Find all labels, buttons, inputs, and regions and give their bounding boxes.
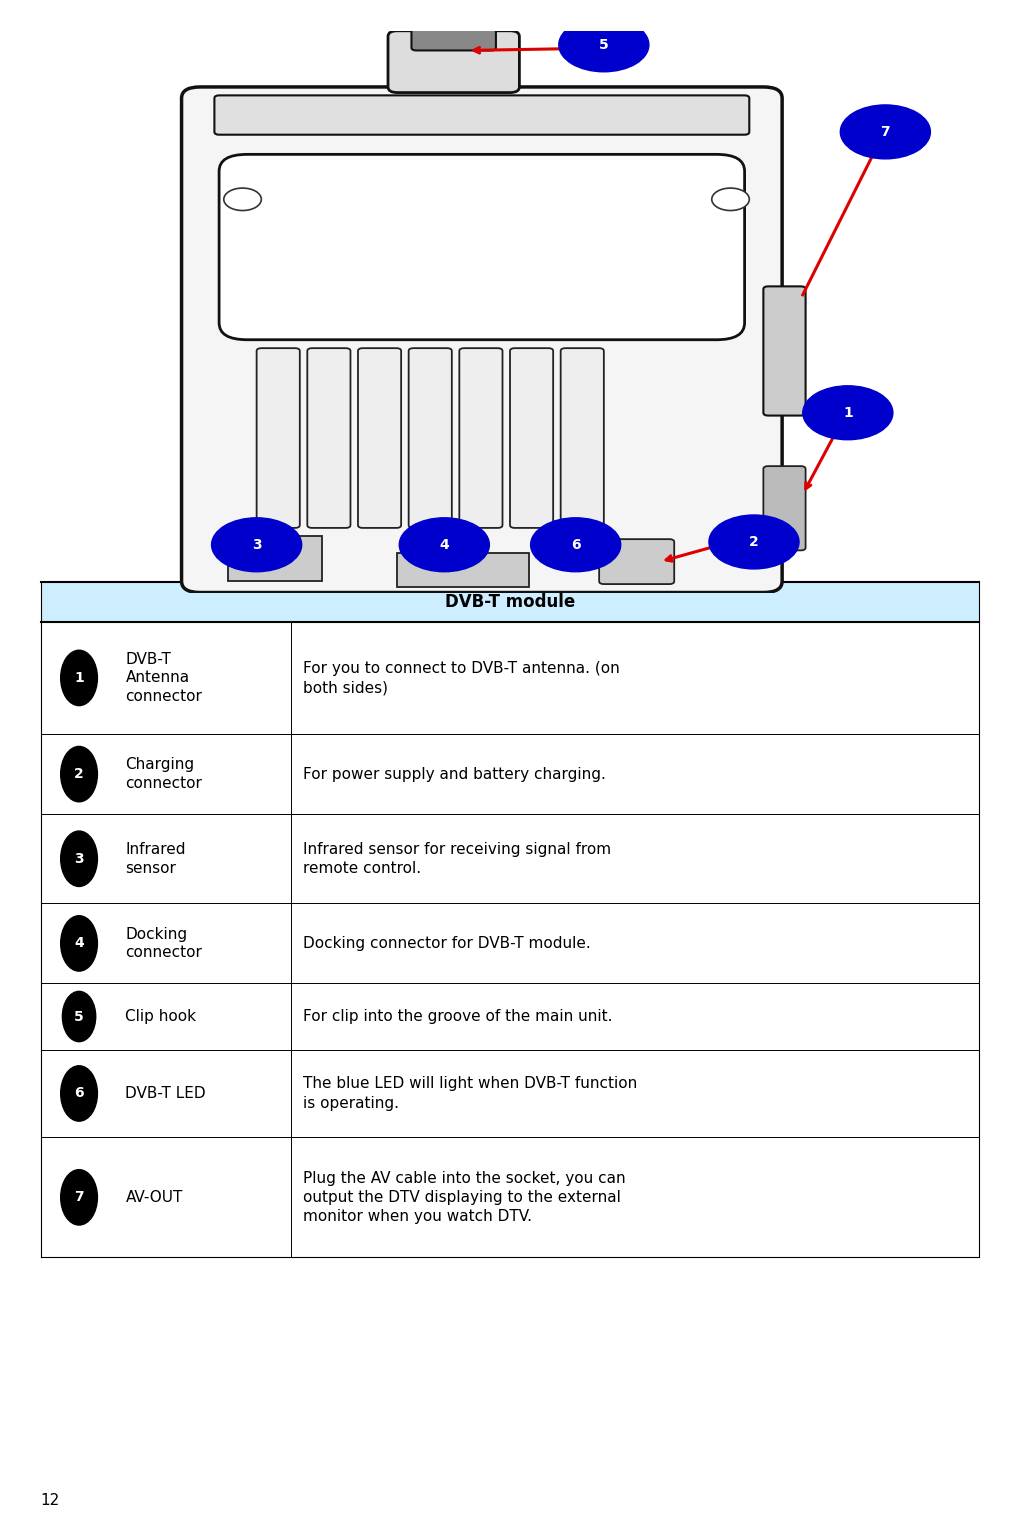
Text: For power supply and battery charging.: For power supply and battery charging. [303,766,605,782]
FancyBboxPatch shape [181,88,782,593]
Text: AV-OUT: AV-OUT [125,1190,182,1205]
FancyBboxPatch shape [358,348,400,528]
FancyBboxPatch shape [257,348,300,528]
FancyBboxPatch shape [214,95,749,135]
Circle shape [223,188,261,211]
Text: 5: 5 [598,38,608,52]
FancyBboxPatch shape [598,539,674,585]
Circle shape [840,105,929,159]
Text: 3: 3 [74,851,84,866]
FancyBboxPatch shape [41,814,978,903]
Text: DVB-T LED: DVB-T LED [125,1087,206,1100]
FancyBboxPatch shape [41,582,978,622]
Text: Infrared sensor for receiving signal from
remote control.: Infrared sensor for receiving signal fro… [303,842,610,876]
Text: 3: 3 [252,537,261,553]
FancyBboxPatch shape [219,154,744,340]
FancyBboxPatch shape [41,1137,978,1257]
Text: 4: 4 [74,936,84,951]
Circle shape [61,746,98,802]
FancyBboxPatch shape [41,1050,978,1137]
Circle shape [530,517,621,571]
FancyBboxPatch shape [560,348,603,528]
Text: 1: 1 [842,406,852,420]
Circle shape [61,831,98,886]
FancyBboxPatch shape [41,622,978,734]
FancyBboxPatch shape [41,903,978,983]
Circle shape [61,1170,98,1225]
Circle shape [398,517,489,571]
Text: Charging
connector: Charging connector [125,757,202,791]
Text: 2: 2 [748,536,758,549]
Text: Infrared
sensor: Infrared sensor [125,842,185,876]
Text: 1: 1 [74,671,84,685]
FancyBboxPatch shape [41,734,978,814]
FancyBboxPatch shape [762,466,805,551]
FancyBboxPatch shape [307,348,351,528]
FancyBboxPatch shape [41,983,978,1050]
Circle shape [711,188,749,211]
Circle shape [802,386,892,440]
Text: 4: 4 [439,537,448,553]
FancyBboxPatch shape [411,28,495,51]
FancyBboxPatch shape [459,348,502,528]
Text: 7: 7 [879,125,890,139]
Text: Clip hook: Clip hook [125,1010,197,1023]
Circle shape [61,649,98,705]
Text: DVB-T module: DVB-T module [444,593,575,611]
Text: 12: 12 [41,1493,60,1508]
FancyBboxPatch shape [397,553,528,586]
FancyBboxPatch shape [409,348,451,528]
FancyBboxPatch shape [510,348,552,528]
Text: For you to connect to DVB-T antenna. (on
both sides): For you to connect to DVB-T antenna. (on… [303,660,620,696]
Text: 5: 5 [74,1010,84,1023]
Circle shape [61,916,98,971]
Circle shape [211,517,302,571]
Circle shape [62,991,96,1042]
Text: Docking
connector: Docking connector [125,926,202,960]
FancyBboxPatch shape [228,537,322,582]
Circle shape [708,516,798,569]
Text: DVB-T
Antenna
connector: DVB-T Antenna connector [125,653,202,703]
FancyBboxPatch shape [762,286,805,416]
Text: 7: 7 [74,1190,84,1205]
Text: Plug the AV cable into the socket, you can
output the DTV displaying to the exte: Plug the AV cable into the socket, you c… [303,1171,625,1224]
Circle shape [558,18,648,72]
Text: 2: 2 [74,766,84,782]
Text: 6: 6 [74,1087,84,1100]
Text: 6: 6 [571,537,580,553]
Text: For clip into the groove of the main unit.: For clip into the groove of the main uni… [303,1010,611,1023]
Circle shape [61,1065,98,1120]
Text: Docking connector for DVB-T module.: Docking connector for DVB-T module. [303,936,590,951]
FancyBboxPatch shape [387,31,519,92]
Text: The blue LED will light when DVB-T function
is operating.: The blue LED will light when DVB-T funct… [303,1076,637,1111]
